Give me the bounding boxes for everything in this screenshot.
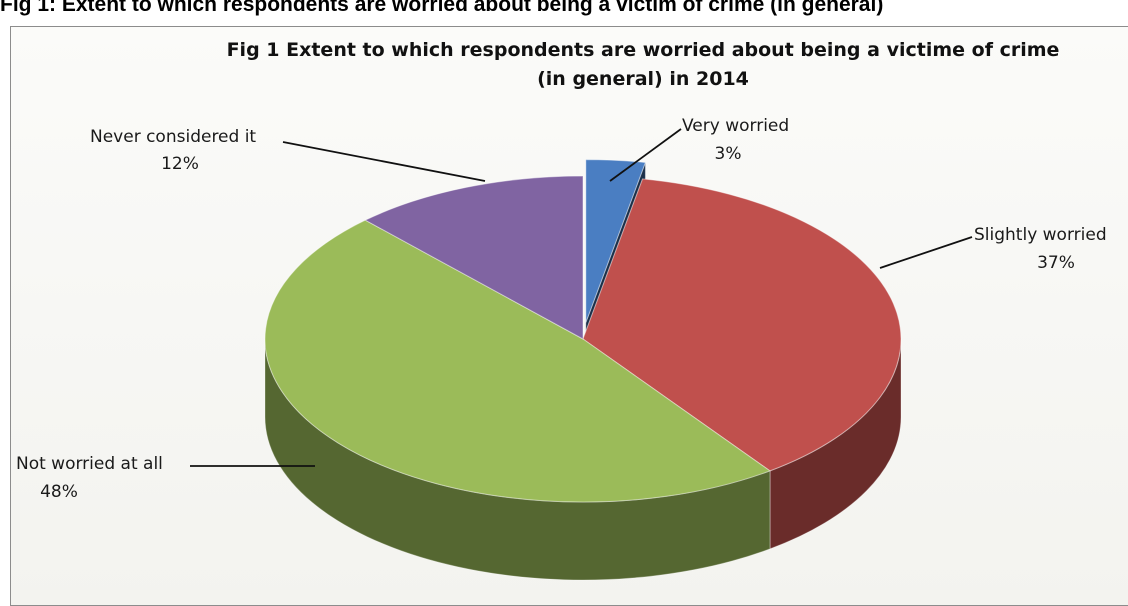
pie-chart: Fig 1 Extent to which respondents are wo… (16, 39, 1107, 581)
slice-slightly-worried-rim (769, 338, 902, 550)
data-label-not-worried-value: 48% (40, 482, 78, 502)
data-label-very-worried-name: Very worried (682, 116, 789, 136)
data-label-very-worried-value: 3% (715, 144, 742, 164)
slice-very-worried-top (585, 159, 647, 323)
document-heading: Fig 1: Extent to which respondents are w… (0, 0, 884, 16)
data-label-slightly-worried-value: 37% (1037, 253, 1075, 273)
leader-line-slightly-worried (879, 236, 973, 269)
leader-line-very-worried (609, 128, 682, 182)
data-label-never-considered-name: Never considered it (90, 127, 256, 147)
chart-subtitle: (in general) in 2014 (537, 68, 749, 90)
leader-line-never-considered (282, 141, 486, 182)
slice-not-worried-at-all-rim (264, 338, 771, 581)
slice-never-considered-it-top (364, 175, 584, 340)
slice-not-worried-at-all-top (264, 219, 771, 503)
data-label-not-worried-name: Not worried at all (16, 454, 163, 474)
pie-tops (264, 159, 902, 503)
slice-slightly-worried-top (582, 178, 902, 472)
chart-title: Fig 1 Extent to which respondents are wo… (227, 39, 1060, 61)
data-label-never-considered-value: 12% (161, 154, 199, 174)
data-label-slightly-worried-name: Slightly worried (974, 225, 1107, 245)
